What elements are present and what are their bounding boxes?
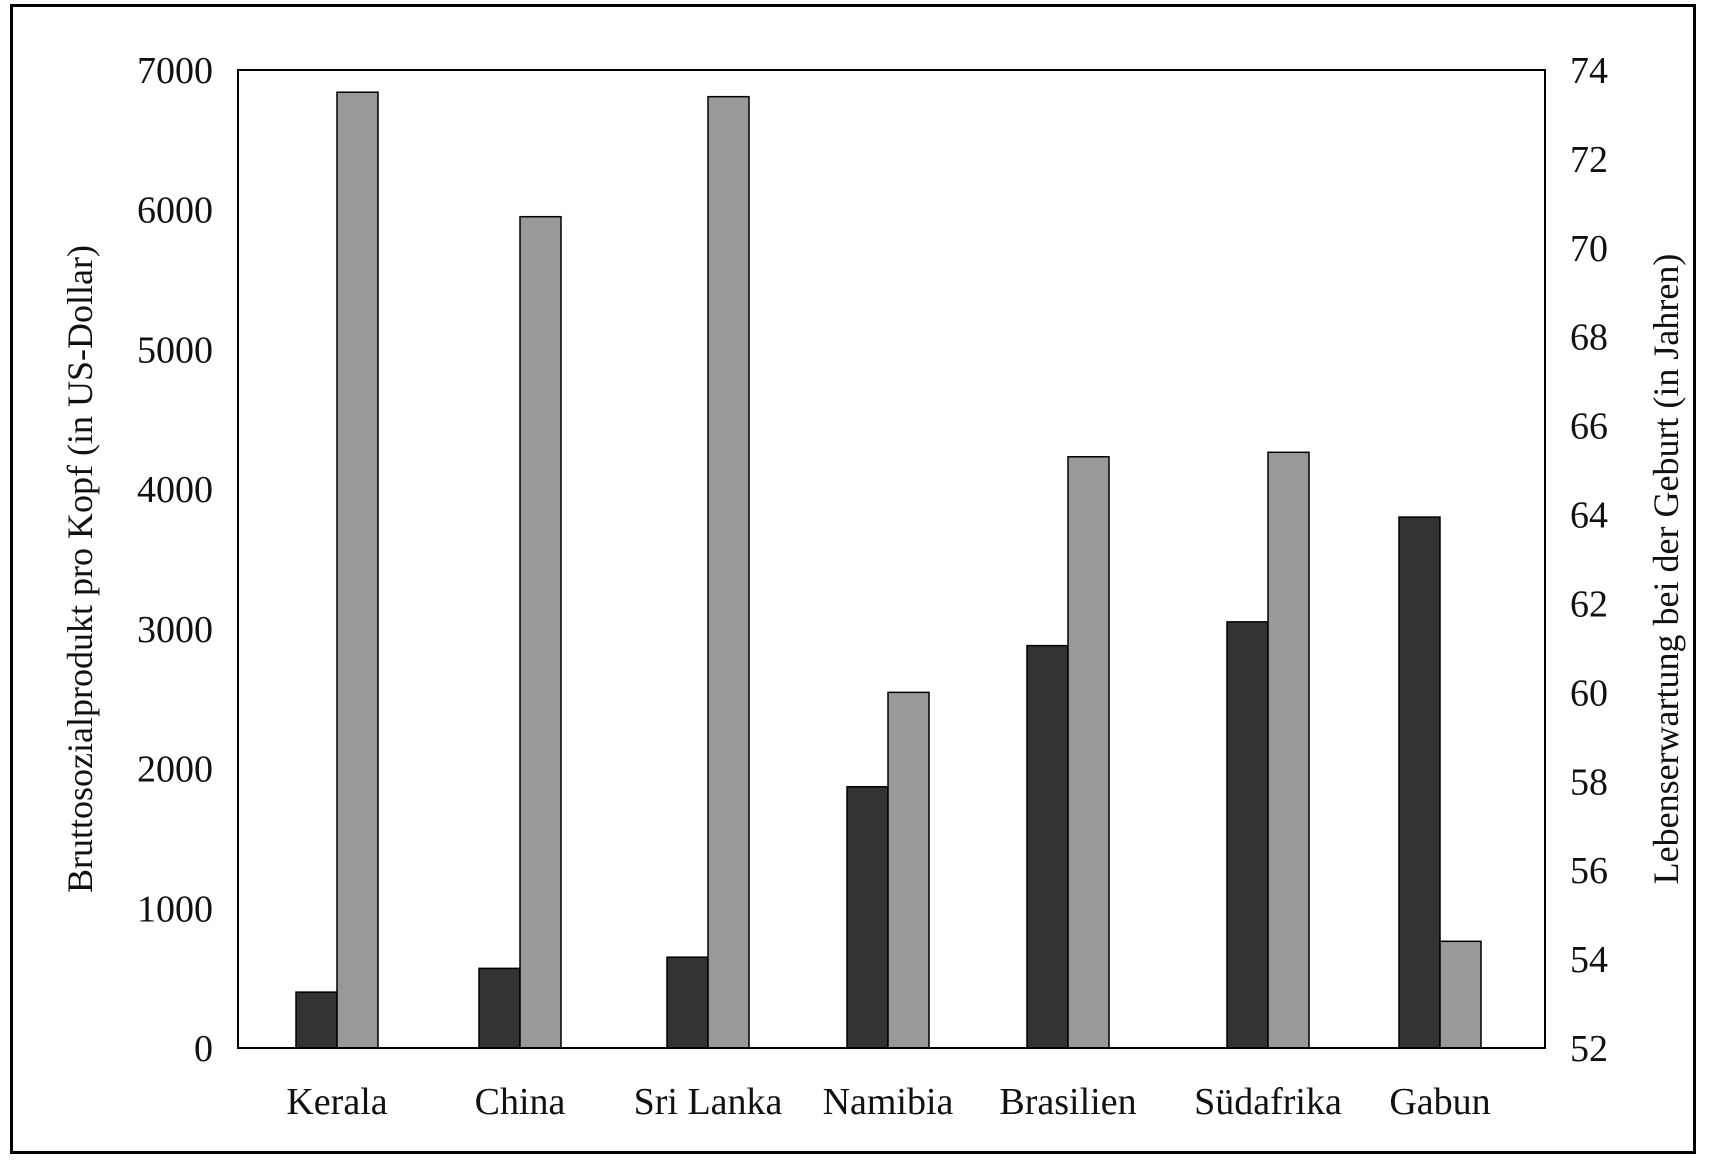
y-right-tick-label: 52: [1570, 1028, 1608, 1070]
y-axis-left-label: Bruttosozialprodukt pro Kopf (in US-Doll…: [60, 245, 100, 893]
category-label: Kerala: [286, 1081, 387, 1123]
y-right-tick-label: 66: [1570, 406, 1608, 448]
y-axis-right-label: Lebenserwartung bei der Geburt (in Jahre…: [1646, 254, 1686, 885]
y-left-tick-label: 5000: [137, 329, 213, 371]
y-right-tick-label: 54: [1570, 939, 1608, 981]
y-left-tick-label: 2000: [137, 749, 213, 791]
bar-life-expectancy-6: [1439, 940, 1482, 1049]
left-axis: 0 1000 2000 3000 4000 5000 6000 7000: [137, 50, 213, 1070]
category-label: China: [475, 1081, 566, 1123]
category-label: Gabun: [1389, 1081, 1490, 1123]
y-left-tick-label: 6000: [137, 190, 213, 232]
y-right-tick-label: 72: [1570, 139, 1608, 181]
bar-gnp-0: [295, 991, 338, 1049]
category-label: Sri Lanka: [634, 1081, 783, 1123]
y-left-tick-label: 1000: [137, 888, 213, 930]
bar-life-expectancy-5: [1267, 451, 1310, 1049]
category-label: Namibia: [823, 1081, 954, 1123]
y-right-tick-label: 70: [1570, 228, 1608, 270]
y-right-tick-label: 74: [1570, 50, 1608, 92]
y-left-tick-label: 3000: [137, 609, 213, 651]
bar-gnp-5: [1226, 621, 1269, 1049]
bar-life-expectancy-1: [519, 215, 562, 1049]
y-right-tick-label: 68: [1570, 317, 1608, 359]
bar-gnp-2: [666, 956, 709, 1049]
bar-gnp-6: [1398, 516, 1441, 1049]
plot-area: [237, 69, 1546, 1049]
y-right-tick-label: 62: [1570, 583, 1608, 625]
right-axis: 52 54 56 58 60 62 64 66 68 70 72 74: [1570, 50, 1608, 1070]
bars-layer: [295, 91, 1482, 1049]
category-axis: Kerala China Sri Lanka Namibia Brasilien Süda…: [286, 1081, 1490, 1123]
y-right-tick-label: 64: [1570, 495, 1608, 537]
y-left-tick-label: 0: [194, 1028, 213, 1070]
bar-gnp-3: [846, 785, 889, 1049]
bar-gnp-4: [1026, 644, 1069, 1049]
y-right-tick-label: 60: [1570, 672, 1608, 714]
y-right-tick-label: 56: [1570, 850, 1608, 892]
y-right-tick-label: 58: [1570, 761, 1608, 803]
category-label: Brasilien: [999, 1081, 1136, 1123]
y-left-tick-label: 4000: [137, 469, 213, 511]
bar-gnp-1: [478, 967, 521, 1049]
bar-life-expectancy-0: [336, 91, 379, 1049]
category-label: Südafrika: [1194, 1081, 1342, 1123]
bar-life-expectancy-3: [887, 691, 930, 1049]
y-left-tick-label: 7000: [137, 50, 213, 92]
bar-life-expectancy-2: [707, 95, 750, 1049]
bar-life-expectancy-4: [1067, 456, 1110, 1049]
